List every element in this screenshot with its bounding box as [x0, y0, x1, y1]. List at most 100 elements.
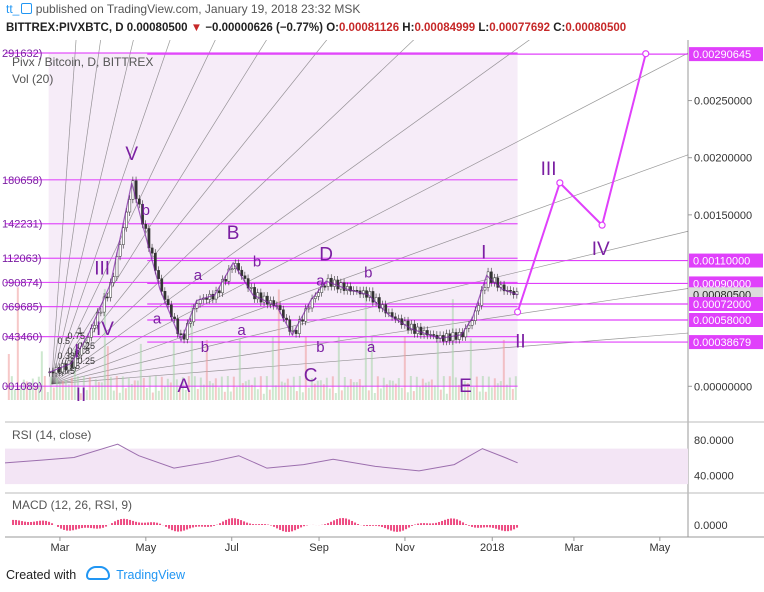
wave-label: a [153, 310, 162, 327]
candle-body [150, 247, 154, 254]
macd-hist-bar [12, 519, 15, 525]
candle-body [224, 279, 228, 282]
candle-body [266, 295, 269, 305]
chart-canvas[interactable]: 291632) 180658) 142231) 112063) 090874) 06968… [0, 40, 764, 562]
volume-bar [190, 303, 193, 400]
macd-hist-bar [399, 525, 402, 532]
chart-title: Pivx / Bitcoin, D, BITTREX [12, 55, 153, 69]
volume-bar [328, 388, 331, 400]
macd-hist-bar [192, 525, 195, 528]
camera-icon [21, 3, 33, 14]
wave-label: C [304, 366, 318, 387]
candle-body [317, 292, 320, 297]
volume-bar [451, 299, 454, 400]
macd-hist-bar [387, 525, 390, 530]
volume-bar [34, 386, 37, 400]
volume-bar [412, 391, 415, 400]
volume-bar [469, 338, 472, 400]
macd-hist-bar [210, 525, 213, 527]
candle-body [342, 282, 346, 291]
volume-bar [55, 378, 58, 400]
tradingview-logo-icon [86, 566, 111, 580]
volume-bar [97, 381, 100, 400]
volume-bar [37, 376, 40, 400]
candle-body [253, 287, 256, 300]
macd-hist-bar [96, 525, 99, 529]
x-tick-label: Nov [395, 542, 415, 554]
price-tag-label: 0.00058000 [693, 315, 751, 327]
macd-hist-bar [111, 523, 114, 525]
macd-hist-bar [453, 518, 456, 525]
volume-bar [487, 376, 490, 400]
price-change: −0.00000626 (−0.77%) [205, 22, 323, 34]
volume-bar [283, 382, 286, 400]
rsi-line [4, 443, 518, 472]
fib-level-label: 043460) [2, 332, 42, 344]
macd-hist-bar [90, 525, 93, 529]
volume-bar [10, 376, 13, 400]
volume-bar [22, 379, 25, 400]
price-tag [689, 47, 763, 62]
macd-hist-bar [471, 525, 474, 527]
volume-bar [13, 389, 16, 400]
macd-label: MACD (12, 26, RSI, 9) [12, 498, 132, 512]
macd-hist-bar [36, 521, 39, 525]
volume-bar [115, 376, 118, 400]
candle-body [307, 307, 311, 310]
author-link[interactable]: tt_ [6, 2, 20, 16]
fan-line [51, 40, 171, 385]
symbol-label: BITTREX:PIVXBTC, D [6, 22, 124, 34]
volume-bar [106, 346, 109, 400]
candle-body [384, 304, 388, 314]
volume-bar [178, 385, 181, 400]
volume-bar [313, 383, 316, 400]
volume-bar [337, 336, 340, 400]
volume-bar [289, 386, 292, 400]
wave-label: a [194, 267, 203, 284]
volume-bar [46, 392, 49, 400]
volume-bar [244, 381, 247, 400]
candle-body [432, 334, 436, 336]
volume-bar [28, 382, 31, 400]
fan-scale-label: 0.25 [77, 356, 95, 366]
volume-bar [82, 376, 85, 400]
macd-hist-bar [492, 525, 495, 528]
macd-hist-bar [102, 525, 105, 528]
volume-bar [100, 382, 103, 400]
volume-bar [370, 336, 373, 400]
macd-hist-bar [366, 525, 369, 526]
y-tick-label: 0.00150000 [694, 210, 752, 222]
low-value: 0.00077692 [489, 22, 551, 34]
volume-bar [241, 383, 244, 400]
candle-body [93, 325, 96, 329]
volume-bar [409, 376, 412, 400]
volume-bar [502, 339, 505, 400]
volume-bar [79, 393, 82, 400]
macd-hist-bar [75, 525, 78, 530]
price-tag [689, 253, 763, 268]
wave-label: I [74, 342, 79, 363]
macd-hist-bar [201, 525, 204, 527]
volume-bar [472, 387, 475, 400]
fan-line [51, 40, 267, 385]
macd-hist-bar [123, 518, 126, 525]
macd-hist-bar [456, 519, 459, 525]
candle-body [118, 244, 122, 257]
candle-body [250, 287, 253, 289]
candle-body [406, 320, 410, 331]
macd-hist-bar [303, 525, 306, 527]
wave-label: II [515, 331, 526, 352]
wave-label: B [227, 223, 240, 244]
fan-line [51, 230, 689, 385]
volume-bar [160, 376, 163, 400]
macd-hist-bar [450, 518, 453, 525]
volume-bar [430, 379, 433, 400]
wave-label: b [201, 339, 209, 356]
tradingview-link[interactable]: TradingView [116, 568, 185, 582]
volume-bar [427, 381, 430, 400]
macd-hist-bar [186, 525, 189, 530]
volume-bar [76, 376, 79, 400]
macd-hist-bar [381, 525, 384, 527]
candle-body [179, 333, 183, 335]
macd-hist-bar [294, 525, 297, 531]
